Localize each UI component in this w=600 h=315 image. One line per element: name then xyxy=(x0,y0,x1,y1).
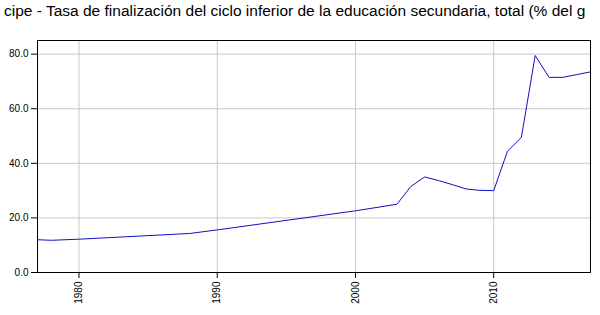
svg-text:2000: 2000 xyxy=(350,281,361,304)
svg-text:60.0: 60.0 xyxy=(9,103,29,114)
svg-text:2010: 2010 xyxy=(488,281,499,304)
svg-text:20.0: 20.0 xyxy=(9,212,29,223)
svg-text:80.0: 80.0 xyxy=(9,48,29,59)
svg-text:0.0: 0.0 xyxy=(15,267,29,278)
svg-text:1980: 1980 xyxy=(73,281,84,304)
svg-text:40.0: 40.0 xyxy=(9,158,29,169)
svg-text:1990: 1990 xyxy=(211,281,222,304)
html-text:cipe - Tasa de finalización de: cipe - Tasa de finalización del ciclo in… xyxy=(4,2,586,19)
